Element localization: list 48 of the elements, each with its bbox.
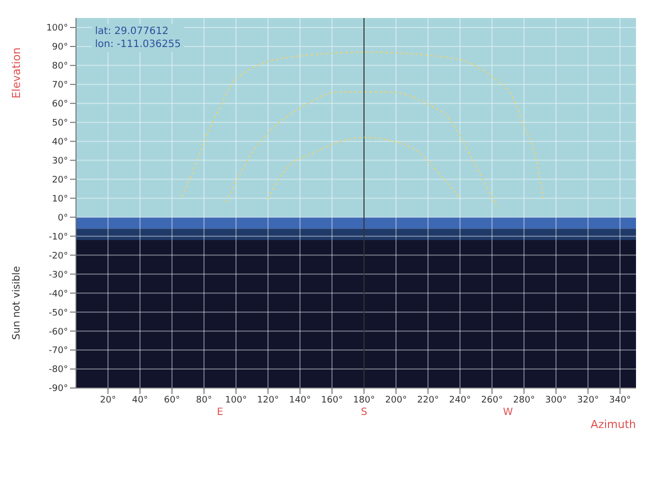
x-tick-label: 300° bbox=[545, 395, 567, 406]
x-tick-label: 200° bbox=[385, 395, 407, 406]
x-tick-label: 60° bbox=[164, 395, 180, 406]
y2-axis-title: Sun not visible bbox=[12, 266, 23, 340]
y-tick-label: 50° bbox=[52, 118, 68, 129]
y-tick-label: -40° bbox=[48, 289, 68, 300]
x-tick-label: 80° bbox=[196, 395, 212, 406]
annotation: lon: -111.036255 bbox=[95, 38, 181, 51]
y-tick-label: -80° bbox=[48, 365, 68, 376]
x-tick-label: 220° bbox=[417, 395, 439, 406]
y-tick-label: 90° bbox=[52, 42, 68, 53]
y-tick-label: -90° bbox=[48, 384, 68, 394]
y-tick-label: -30° bbox=[48, 270, 68, 280]
x-tick-label: 260° bbox=[481, 395, 503, 406]
x-tick-label: 100° bbox=[225, 395, 247, 406]
y-tick-label: -70° bbox=[48, 346, 68, 356]
line-series bbox=[180, 51, 544, 200]
x-axis-title: Azimuth bbox=[590, 418, 636, 431]
y-tick-label: 60° bbox=[52, 100, 68, 110]
x-tick-label: 320° bbox=[577, 395, 599, 406]
y-tick-label: -60° bbox=[48, 327, 68, 338]
annotation: E bbox=[216, 407, 224, 418]
annotation: S bbox=[360, 407, 368, 418]
x-tick-label: 120° bbox=[257, 395, 279, 406]
x-tick-label: 180° bbox=[353, 395, 375, 406]
y-tick-label: 100° bbox=[46, 24, 68, 34]
x-tick-label: 340° bbox=[609, 395, 631, 406]
y-tick-label: -10° bbox=[48, 232, 68, 242]
y-tick-label: 30° bbox=[52, 156, 68, 167]
x-tick-label: 160° bbox=[321, 395, 343, 406]
y-tick-label: 20° bbox=[52, 175, 68, 186]
y-tick-label: 80° bbox=[52, 62, 68, 72]
line-series bbox=[226, 91, 498, 207]
x-tick-label: 280° bbox=[513, 395, 535, 406]
y-tick-label: 40° bbox=[52, 138, 68, 148]
y-tick-label: -50° bbox=[48, 308, 68, 318]
x-tick-label: 240° bbox=[449, 395, 471, 406]
x-tick-label: 140° bbox=[289, 395, 311, 406]
y-tick-label: 70° bbox=[52, 80, 68, 91]
annotation: lat: 29.077612 bbox=[95, 25, 170, 38]
y-tick-label: 10° bbox=[52, 194, 68, 204]
x-tick-label: 20° bbox=[100, 395, 116, 406]
y-tick-label: 0° bbox=[58, 213, 68, 224]
y-axis-title: Elevation bbox=[10, 47, 23, 99]
x-tick-label: 40° bbox=[132, 395, 148, 406]
annotation: W bbox=[503, 407, 514, 418]
line-series bbox=[267, 136, 461, 200]
y-tick-label: -20° bbox=[48, 251, 68, 262]
